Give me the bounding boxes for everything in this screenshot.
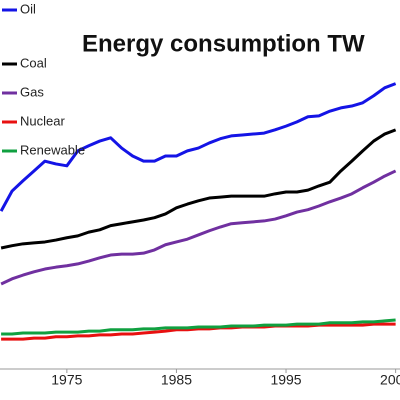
- legend-label: Renewable: [20, 142, 85, 157]
- chart-title: Energy consumption TW: [82, 30, 365, 57]
- x-tick-label: 2005: [380, 372, 400, 388]
- legend-label: Oil: [20, 1, 36, 16]
- x-tick-label: 1985: [161, 372, 192, 388]
- series-line: [0, 82, 397, 212]
- legend-label: Gas: [20, 84, 44, 99]
- series-line: [1, 322, 396, 341]
- series-line: [0, 128, 397, 250]
- legend-label: Coal: [20, 55, 47, 70]
- series-line: [0, 169, 397, 286]
- x-tick-label: 1975: [51, 372, 82, 388]
- series-line: [1, 318, 396, 336]
- legend-label: Nuclear: [20, 113, 65, 128]
- x-tick-label: 1995: [270, 372, 301, 388]
